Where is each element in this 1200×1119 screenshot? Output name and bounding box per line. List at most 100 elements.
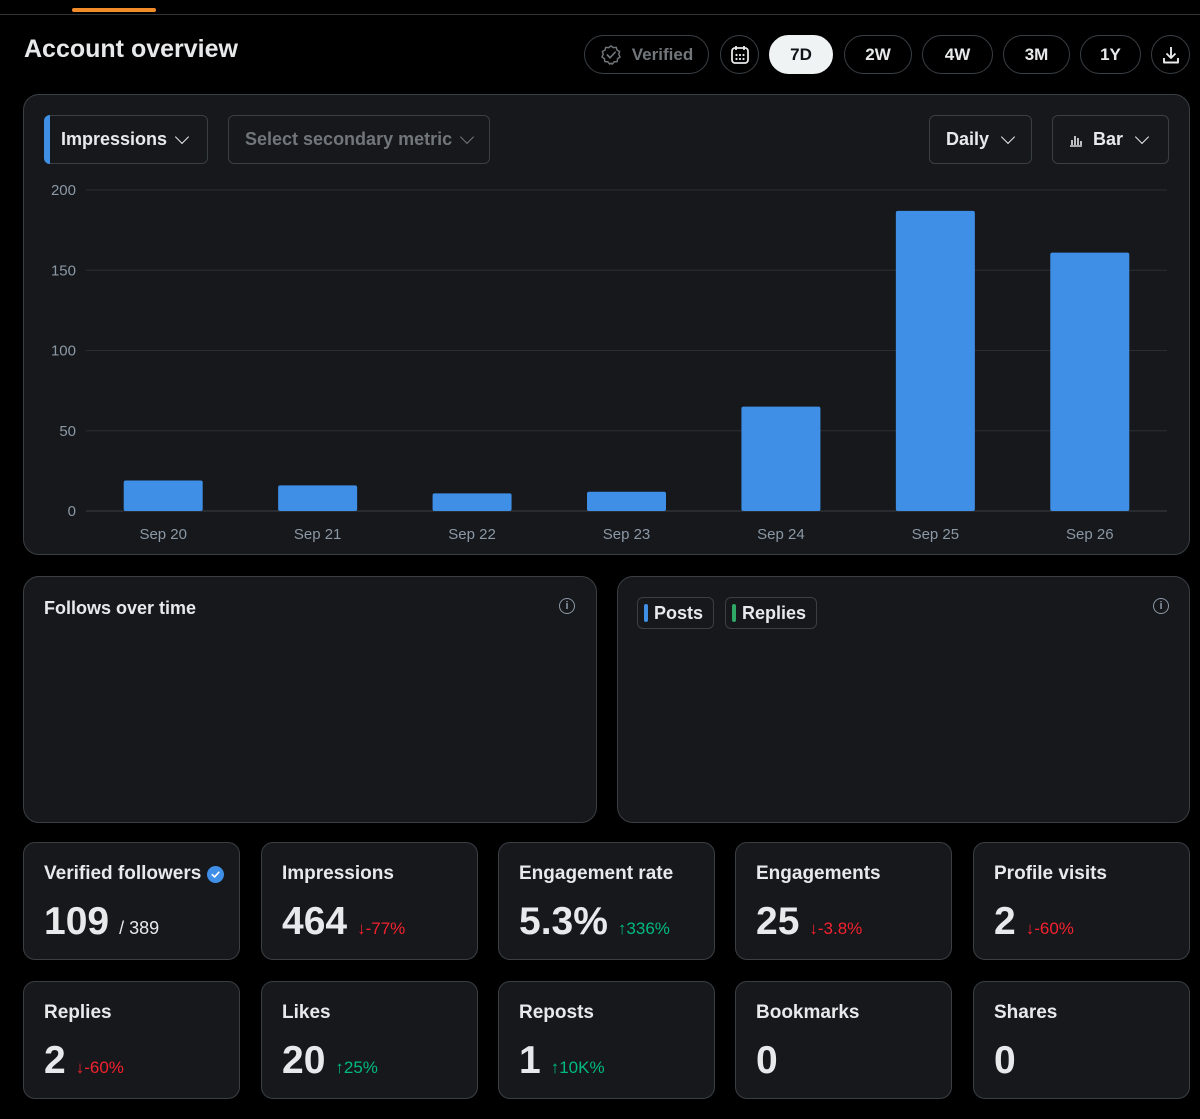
stat-label: Verified followers [44, 863, 225, 885]
posts-replies-card [617, 576, 1190, 823]
range-4w-button[interactable]: 4W [922, 35, 993, 74]
stat-label-text: Reposts [519, 1002, 594, 1023]
stat-change-value: 336% [626, 919, 670, 938]
posts-color-swatch [644, 604, 648, 622]
stat-card-engagement-rate[interactable]: Engagement rate 5.3% ↑336% [498, 842, 715, 960]
stat-value: 5.3% [519, 900, 608, 943]
stat-value: 25 [756, 900, 800, 943]
page-title: Account overview [24, 35, 238, 63]
follows-over-time-card [23, 576, 597, 823]
verified-check-icon [207, 865, 225, 883]
download-button[interactable] [1151, 35, 1190, 74]
stat-change: ↑336% [618, 919, 670, 939]
stat-value-row: 20 ↑25% [282, 1039, 378, 1083]
stat-value-row: 2 ↓-60% [44, 1039, 124, 1083]
arrow-down-icon: ↓ [809, 919, 818, 938]
interval-label: Daily [946, 129, 990, 149]
stat-value-row: 0 [994, 1039, 1016, 1083]
arrow-up-icon: ↑ [335, 1058, 344, 1077]
legend-replies-label: Replies [742, 602, 807, 623]
stat-label-text: Profile visits [994, 863, 1107, 884]
chart-type-label: Bar [1093, 129, 1124, 149]
primary-metric-select[interactable]: Impressions [44, 115, 208, 164]
stat-value-row: 464 ↓-77% [282, 900, 405, 944]
chart-type-select[interactable]: Bar [1052, 115, 1169, 164]
stat-card-reposts[interactable]: Reposts 1 ↑10K% [498, 981, 715, 1099]
stat-label-text: Bookmarks [756, 1002, 860, 1023]
stat-change: ↓-77% [357, 919, 405, 939]
stat-label: Impressions [282, 863, 394, 885]
stat-label-text: Engagement rate [519, 863, 674, 884]
range-3m-button[interactable]: 3M [1003, 35, 1070, 74]
metric-color-indicator [44, 115, 50, 164]
stat-value: 2 [44, 1039, 66, 1082]
arrow-up-icon: ↑ [550, 1058, 560, 1077]
stat-card-profile-visits[interactable]: Profile visits 2 ↓-60% [973, 842, 1190, 960]
stat-label: Bookmarks [756, 1002, 860, 1024]
legend-replies[interactable]: Replies [725, 597, 818, 629]
interval-select[interactable]: Daily [929, 115, 1032, 164]
legend-posts[interactable]: Posts [637, 597, 715, 629]
range-2w-button[interactable]: 2W [844, 35, 912, 74]
stat-change: ↑25% [335, 1058, 378, 1078]
info-icon[interactable]: i [559, 598, 575, 614]
chevron-down-icon [460, 129, 475, 144]
range-1y-button[interactable]: 1Y [1080, 35, 1141, 74]
arrow-up-icon: ↑ [617, 919, 627, 938]
download-icon [1162, 46, 1179, 63]
stat-value: 464 [282, 900, 348, 943]
stat-value: 0 [994, 1039, 1016, 1082]
stat-value-row: 25 ↓-3.8% [756, 900, 862, 944]
range-7d-button[interactable]: 7D [769, 35, 833, 74]
stat-change-value: -60% [1034, 919, 1074, 938]
legend-posts-label: Posts [654, 602, 704, 623]
stat-label-text: Shares [994, 1002, 1058, 1023]
stat-card-likes[interactable]: Likes 20 ↑25% [261, 981, 478, 1099]
stat-change: ↓-60% [76, 1058, 124, 1078]
stat-value: 0 [756, 1039, 778, 1082]
info-icon[interactable]: i [1153, 598, 1169, 614]
stat-label-text: Impressions [282, 863, 394, 884]
arrow-down-icon: ↓ [357, 919, 366, 938]
arrow-down-icon: ↓ [1025, 919, 1035, 938]
stat-card-engagements[interactable]: Engagements 25 ↓-3.8% [735, 842, 952, 960]
replies-color-swatch [732, 604, 736, 622]
stat-label: Replies [44, 1002, 112, 1024]
follows-card-title: Follows over time [44, 598, 197, 618]
stat-label: Engagement rate [519, 863, 673, 885]
top-divider [0, 14, 1200, 15]
stat-change-value: -60% [84, 1058, 124, 1077]
stat-card-replies[interactable]: Replies 2 ↓-60% [23, 981, 240, 1099]
impressions-chart-card [23, 94, 1190, 555]
calendar-icon [730, 45, 749, 64]
verified-filter-button[interactable]: Verified [584, 35, 709, 74]
stat-card-verified-followers[interactable]: Verified followers 109 / 389 [23, 842, 240, 960]
chevron-down-icon [174, 129, 190, 144]
chevron-down-icon [1134, 129, 1150, 144]
stat-value-row: 109 / 389 [44, 900, 159, 944]
stat-value-row: 1 ↑10K% [519, 1039, 605, 1083]
stat-label: Engagements [756, 863, 881, 885]
stat-change: ↓-3.8% [809, 919, 862, 939]
bar-chart-icon [1070, 135, 1082, 147]
stat-change-value: 25% [343, 1058, 378, 1077]
secondary-metric-select[interactable]: Select secondary metric [228, 115, 490, 164]
stat-value: 2 [994, 900, 1016, 943]
stat-card-shares[interactable]: Shares 0 [973, 981, 1190, 1099]
stat-label-text: Replies [44, 1002, 112, 1023]
stat-value: 20 [282, 1039, 326, 1082]
stat-label-text: Likes [282, 1002, 331, 1023]
stat-change-value: -3.8% [817, 919, 863, 938]
calendar-button[interactable] [720, 35, 759, 74]
stat-card-bookmarks[interactable]: Bookmarks 0 [735, 981, 952, 1099]
stat-change-value: -77% [365, 919, 406, 938]
primary-metric-label: Impressions [61, 129, 168, 149]
stat-label-text: Engagements [756, 863, 881, 884]
verified-label: Verified [631, 44, 694, 64]
stat-card-impressions[interactable]: Impressions 464 ↓-77% [261, 842, 478, 960]
active-tab-indicator [72, 8, 156, 12]
stat-total: / 389 [119, 918, 160, 938]
stat-value-row: 0 [756, 1039, 778, 1083]
stat-change-value: 10K% [559, 1058, 605, 1077]
stat-label: Shares [994, 1002, 1057, 1024]
